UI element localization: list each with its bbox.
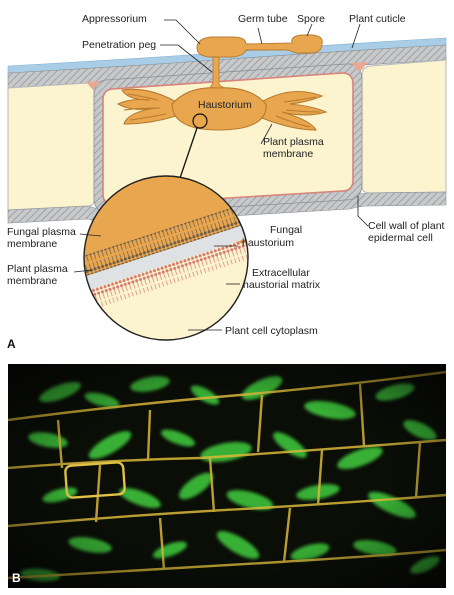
zoom-circle [83, 175, 249, 341]
label-plant-membrane-zoom-2: membrane [7, 275, 57, 287]
label-plant-cytoplasm: Plant cell cytoplasm [225, 325, 318, 337]
label-plant-plasma-membrane: Plant plasma [263, 136, 324, 148]
label-haustorium: Haustorium [198, 99, 252, 111]
label-spore: Spore [297, 13, 325, 25]
zoom-arrow [177, 127, 198, 185]
zoom-source-circle [192, 113, 208, 129]
label-plant-cuticle: Plant cuticle [349, 13, 406, 25]
wall-junction-left [86, 81, 100, 90]
label-fungal-plasma-membrane: Fungal plasma [7, 226, 76, 238]
label-germ-tube: Germ tube [238, 13, 288, 25]
appressorium [196, 34, 323, 58]
label-fungal-haustorium: Fungal [270, 224, 302, 236]
label-fungal-plasma-membrane-2: membrane [7, 238, 57, 250]
leader-lines [73, 19, 369, 331]
label-plant-membrane-zoom: Plant plasma [7, 263, 68, 275]
left-neighbor-cell [7, 82, 95, 211]
haustorium [116, 87, 328, 131]
label-extracellular-matrix-2: haustorial matrix [243, 279, 321, 291]
label-penetration-peg: Penetration peg [82, 39, 156, 51]
micrograph-panel-b: B [8, 364, 446, 588]
panel-label-a: A [7, 337, 16, 351]
wall-junction-right [351, 62, 368, 72]
right-neighbor-cell [361, 59, 447, 194]
label-fungal-haustorium-2: haustorium [242, 237, 294, 249]
label-plant-plasma-membrane-2: membrane [263, 148, 313, 160]
panel-label-b: B [12, 571, 21, 585]
label-appressorium: Appressorium [82, 13, 147, 25]
label-cell-wall: Cell wall of plant [368, 220, 445, 232]
label-extracellular-matrix: Extracellular [252, 267, 310, 279]
label-cell-wall-2: epidermal cell [368, 232, 433, 244]
